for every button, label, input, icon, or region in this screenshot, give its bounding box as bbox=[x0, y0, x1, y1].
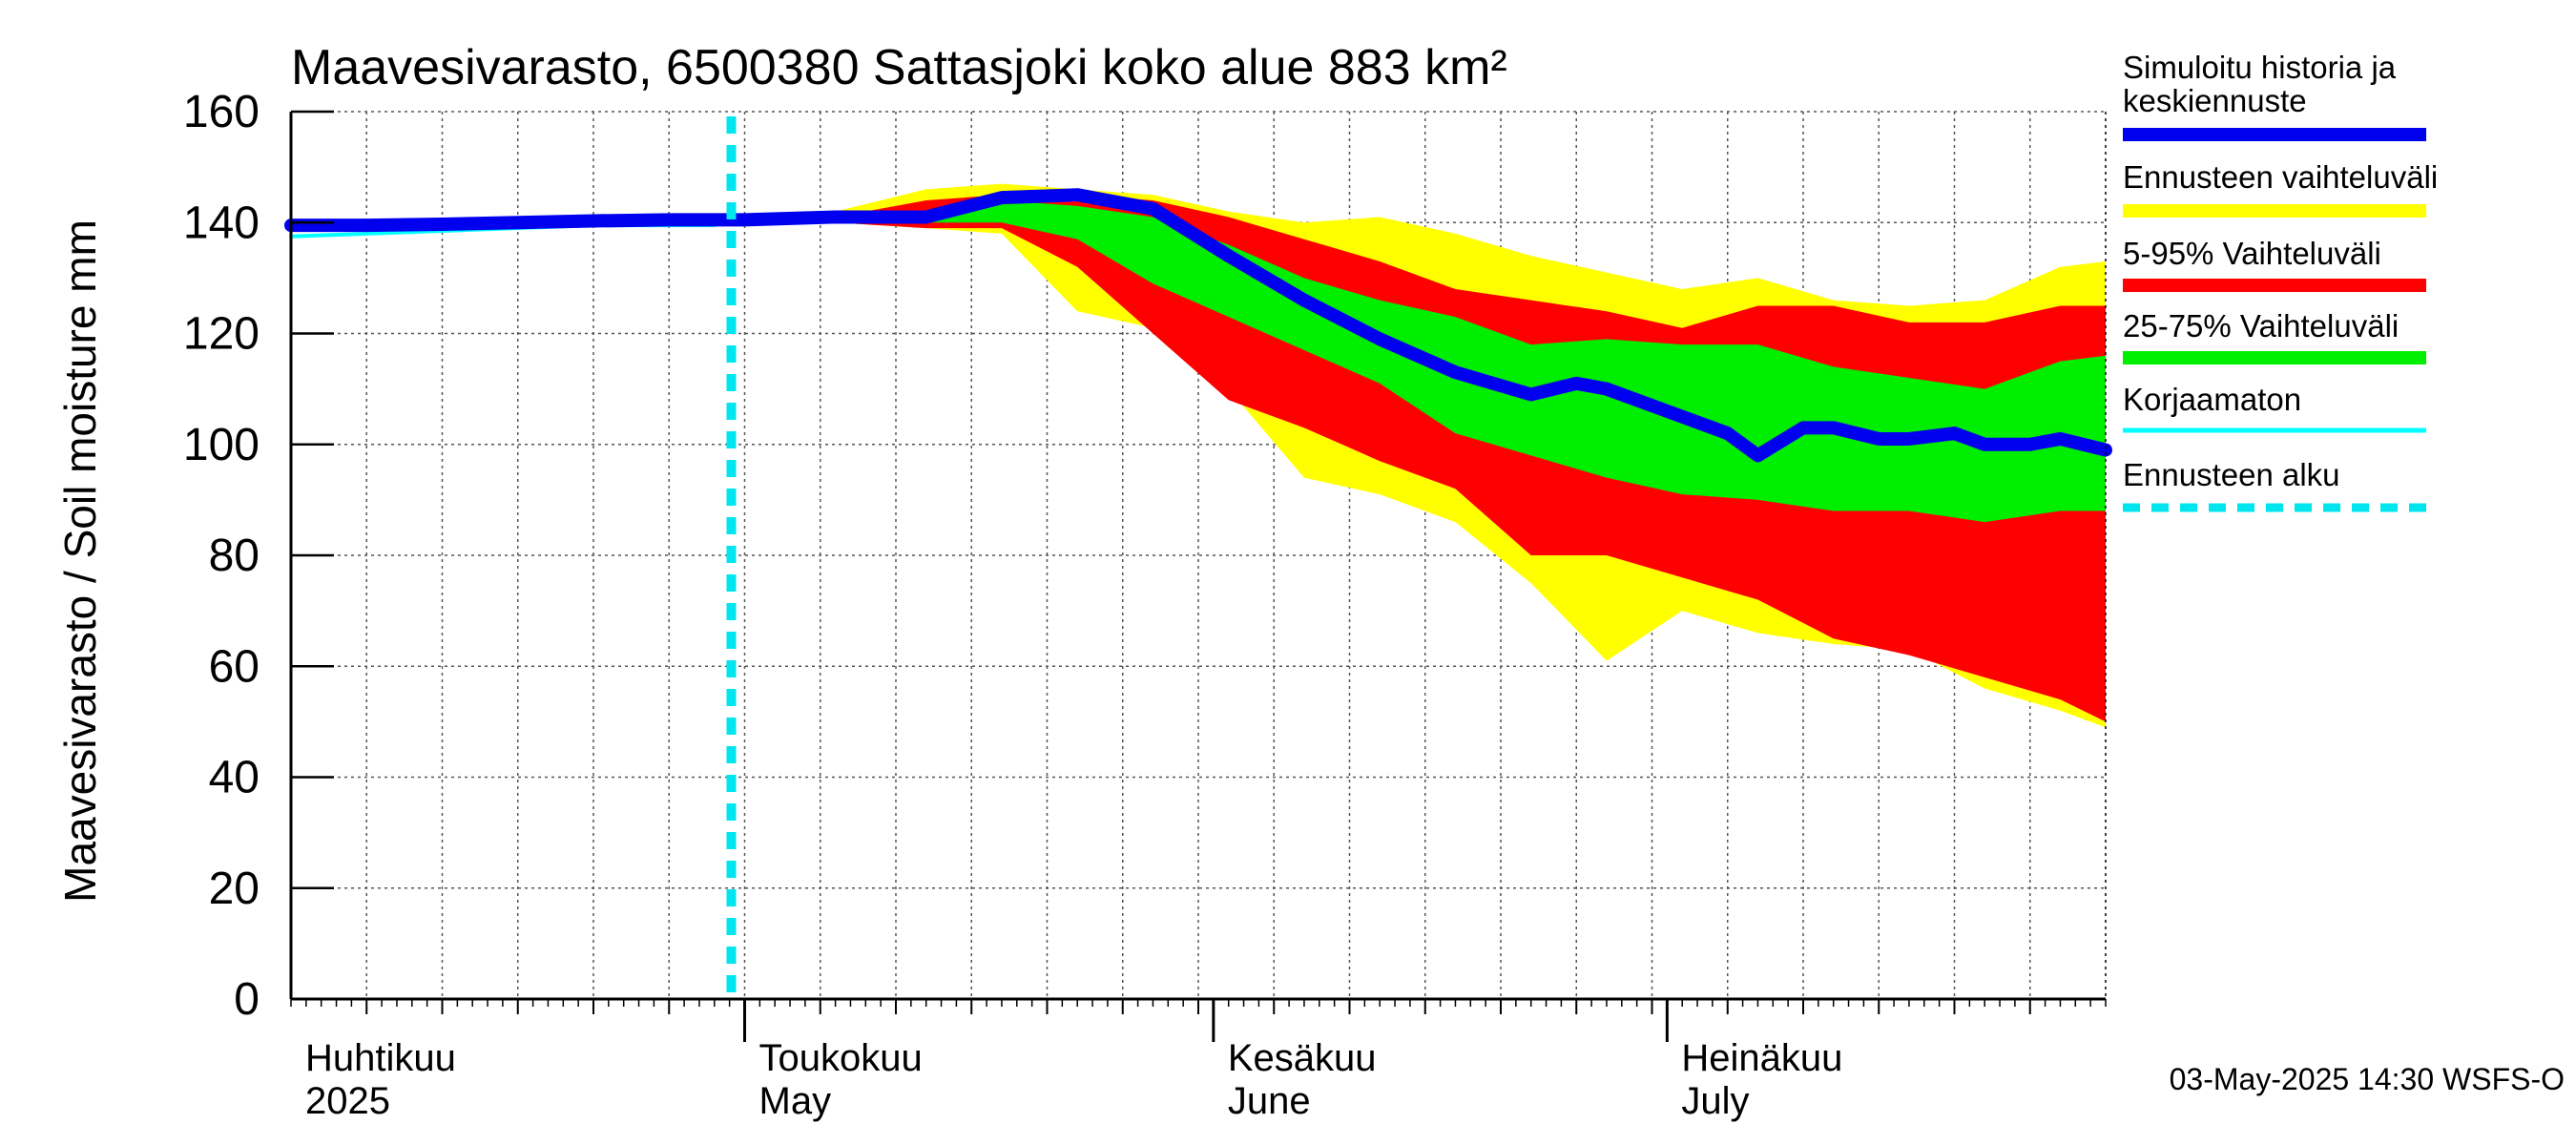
legend-item: Ennusteen alku bbox=[2123, 457, 2426, 512]
band-1 bbox=[744, 195, 2106, 722]
y-tick-label: 120 bbox=[183, 309, 260, 360]
legend-item: 25-75% Vaihteluväli bbox=[2123, 308, 2426, 364]
forecast-bands bbox=[744, 183, 2106, 728]
month-label-fi: Huhtikuu bbox=[305, 1037, 456, 1079]
y-tick-label: 100 bbox=[183, 420, 260, 470]
month-label-en: 2025 bbox=[305, 1080, 390, 1122]
y-tick-label: 60 bbox=[209, 641, 260, 692]
y-tick-label: 20 bbox=[209, 864, 260, 914]
legend-label: 25-75% Vaihteluväli bbox=[2123, 308, 2399, 344]
y-tick-label: 0 bbox=[234, 974, 260, 1025]
month-label-en: June bbox=[1228, 1080, 1311, 1122]
chart-title: Maavesivarasto, 6500380 Sattasjoki koko … bbox=[291, 40, 1507, 95]
month-label-en: May bbox=[759, 1080, 832, 1122]
legend-label-cont: keskiennuste bbox=[2123, 83, 2307, 118]
month-label-fi: Kesäkuu bbox=[1228, 1037, 1377, 1079]
legend-label: Korjaamaton bbox=[2123, 382, 2301, 417]
legend-item: 5-95% Vaihteluväli bbox=[2123, 236, 2426, 292]
legend-item: Korjaamaton bbox=[2123, 382, 2426, 433]
footer-timestamp: 03-May-2025 14:30 WSFS-O bbox=[2170, 1062, 2565, 1096]
mean-forecast-line bbox=[284, 188, 2112, 463]
y-tick-labels: 0 20 40 60 80 100 120 140 160 bbox=[183, 87, 260, 1025]
month-label-fi: Toukokuu bbox=[759, 1037, 923, 1079]
y-axis-label: Maavesivarasto / Soil moisture mm bbox=[55, 219, 105, 903]
legend-label: Simuloitu historia ja bbox=[2123, 50, 2397, 85]
y-tick-label: 140 bbox=[183, 198, 260, 248]
legend-label: 5-95% Vaihteluväli bbox=[2123, 236, 2381, 271]
y-tick-label: 160 bbox=[183, 87, 260, 137]
series-lines bbox=[284, 116, 2112, 999]
month-label-fi: Heinäkuu bbox=[1681, 1037, 1842, 1079]
legend-item: Ennusteen vaihteluväli bbox=[2123, 159, 2438, 218]
y-tick-label: 40 bbox=[209, 753, 260, 803]
y-tick-label: 80 bbox=[209, 531, 260, 581]
legend-label: Ennusteen vaihteluväli bbox=[2123, 159, 2438, 195]
axes bbox=[289, 110, 2107, 1042]
month-label-en: July bbox=[1681, 1080, 1749, 1122]
legend-label: Ennusteen alku bbox=[2123, 457, 2340, 492]
